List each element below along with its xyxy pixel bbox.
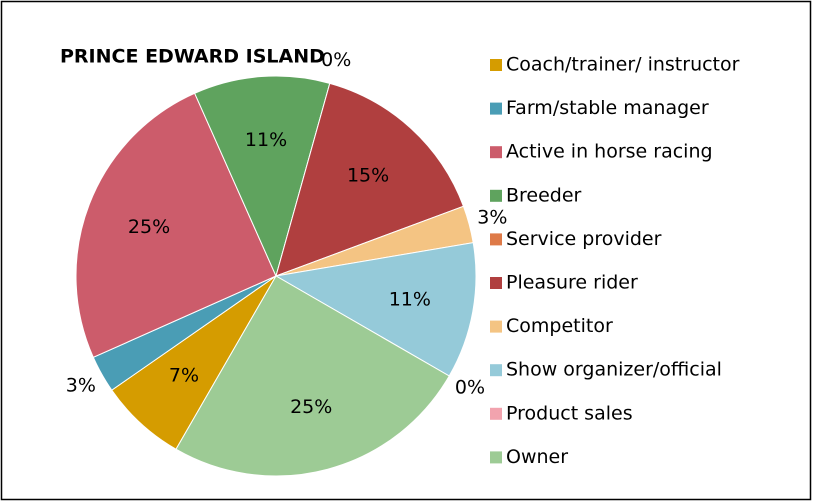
chart-title: PRINCE EDWARD ISLAND xyxy=(60,46,325,68)
legend-label: Competitor xyxy=(506,315,613,337)
legend-label: Product sales xyxy=(506,402,633,424)
data-label: 11% xyxy=(245,129,287,151)
data-label: 3% xyxy=(477,207,507,229)
pie-slice xyxy=(175,275,450,477)
pie-slice xyxy=(193,75,331,278)
legend-label: Show organizer/official xyxy=(506,359,722,381)
data-label: 3% xyxy=(66,374,96,396)
legend-label: Active in horse racing xyxy=(506,141,713,163)
legend-label: Service provider xyxy=(506,228,662,250)
legend-swatch xyxy=(490,364,502,377)
legend-swatch xyxy=(490,146,502,159)
legend-swatch xyxy=(490,320,502,333)
legend-swatch xyxy=(490,233,502,246)
legend-swatch xyxy=(490,407,502,420)
pie-slice xyxy=(275,82,465,277)
legend-label: Farm/stable manager xyxy=(506,97,709,119)
data-label: 25% xyxy=(290,396,332,418)
data-label: 25% xyxy=(128,216,170,238)
legend-swatch xyxy=(490,59,502,71)
legend-label: Coach/trainer/ instructor xyxy=(506,54,740,76)
legend-swatch xyxy=(490,277,502,289)
data-label: 0% xyxy=(455,377,485,399)
legend-label: Pleasure rider xyxy=(506,272,638,294)
data-label: 15% xyxy=(347,164,389,186)
data-label: 0% xyxy=(321,49,351,71)
legend-swatch xyxy=(490,451,502,464)
legend-label: Breeder xyxy=(506,184,582,206)
data-label: 11% xyxy=(389,289,431,311)
legend-label: Owner xyxy=(506,446,568,468)
pie-slice xyxy=(274,242,477,377)
data-label: 7% xyxy=(169,365,199,387)
pie-slice xyxy=(75,92,277,359)
legend-swatch xyxy=(490,189,502,202)
legend-swatch xyxy=(490,102,502,115)
